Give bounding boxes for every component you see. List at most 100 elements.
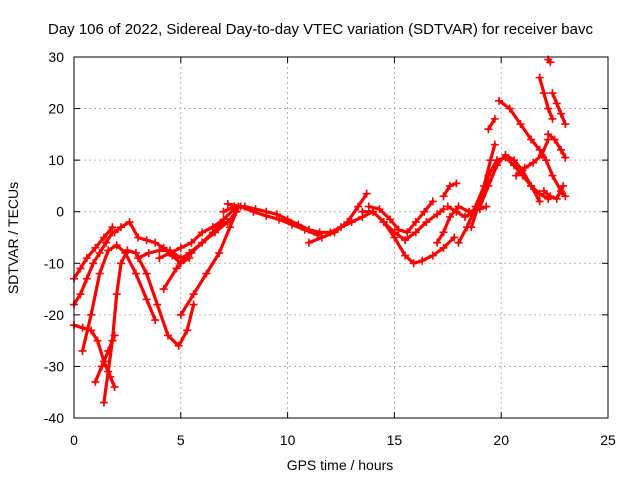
data-point: [401, 251, 410, 260]
data-point: [439, 228, 448, 237]
data-point: [452, 207, 461, 216]
series-arc-k: [155, 205, 239, 263]
chart-title: Day 106 of 2022, Sidereal Day-to-day VTE…: [48, 21, 593, 38]
plot-frame: [73, 56, 609, 419]
data-point: [198, 228, 207, 237]
data-point: [439, 243, 448, 252]
data-point: [559, 181, 568, 190]
data-point: [418, 256, 427, 265]
data-point: [99, 398, 108, 407]
data-point: [379, 218, 388, 227]
series-line: [179, 205, 241, 317]
series-line: [550, 91, 567, 126]
data-point: [112, 290, 121, 299]
series-line: [72, 225, 115, 281]
data-point: [548, 89, 557, 98]
data-point: [87, 310, 96, 319]
data-point: [552, 194, 561, 203]
data-point: [490, 114, 499, 123]
data-point: [219, 215, 228, 224]
data-point: [121, 248, 130, 257]
data-point: [142, 236, 151, 245]
series-line: [307, 192, 369, 245]
series-arc-f: [91, 331, 119, 386]
data-point: [155, 246, 164, 255]
data-point: [552, 99, 561, 108]
data-point: [131, 248, 140, 257]
data-point: [99, 233, 108, 242]
data-point: [546, 192, 555, 201]
data-point: [343, 218, 352, 227]
data-point: [110, 228, 119, 237]
data-point: [548, 171, 557, 180]
series-arc-w: [475, 150, 544, 211]
series-line: [360, 210, 456, 265]
data-point: [548, 114, 557, 123]
data-point: [219, 207, 228, 216]
series-line: [546, 132, 567, 160]
data-point: [490, 140, 499, 149]
data-point: [95, 269, 104, 278]
data-point: [460, 212, 469, 221]
y-tick-label: 10: [48, 152, 64, 168]
data-point: [189, 290, 198, 299]
data-point: [386, 215, 395, 224]
data-point: [561, 192, 570, 201]
data-point: [409, 259, 418, 268]
data-point: [516, 120, 525, 129]
y-tick-label: -40: [44, 410, 64, 426]
y-tick-label: 20: [48, 101, 64, 117]
data-point: [544, 130, 553, 139]
data-point: [428, 197, 437, 206]
series-arc-ac: [548, 89, 570, 129]
data-point: [557, 145, 566, 154]
series-line: [486, 117, 497, 131]
data-point: [185, 248, 194, 257]
data-point: [112, 241, 121, 250]
series-arc-t: [439, 179, 461, 201]
data-point: [104, 367, 113, 376]
data-point: [144, 248, 153, 257]
data-point: [131, 269, 140, 278]
data-point: [550, 135, 559, 144]
data-point: [439, 192, 448, 201]
data-point: [163, 331, 172, 340]
data-point: [369, 207, 378, 216]
data-point: [223, 199, 232, 208]
data-point: [95, 248, 104, 257]
data-point: [317, 233, 326, 242]
data-point: [467, 223, 476, 232]
data-point: [445, 212, 454, 221]
data-point: [420, 207, 429, 216]
series-line: [157, 207, 236, 260]
data-point: [262, 211, 271, 220]
data-point: [433, 210, 442, 219]
data-point: [539, 89, 548, 98]
data-point: [362, 189, 371, 198]
data-point: [82, 274, 91, 283]
series-arc-ad: [544, 130, 570, 162]
data-point: [422, 218, 431, 227]
data-point: [544, 104, 553, 113]
x-tick-label: 15: [387, 432, 403, 448]
data-point: [78, 346, 87, 355]
x-tick-label: 0: [70, 432, 78, 448]
data-point: [208, 223, 217, 232]
y-tick-label: -20: [44, 307, 64, 323]
series-arc-n: [304, 189, 371, 247]
data-point: [153, 300, 162, 309]
data-point: [484, 181, 493, 190]
series-arc-o: [364, 197, 437, 237]
data-point: [172, 264, 181, 273]
data-point: [546, 58, 555, 67]
data-point: [249, 207, 258, 216]
y-tick-label: 30: [48, 49, 64, 65]
data-point: [93, 336, 102, 345]
data-point: [527, 135, 536, 144]
data-point: [134, 254, 143, 263]
data-point: [501, 150, 510, 159]
data-point: [76, 264, 85, 273]
data-point: [394, 225, 403, 234]
